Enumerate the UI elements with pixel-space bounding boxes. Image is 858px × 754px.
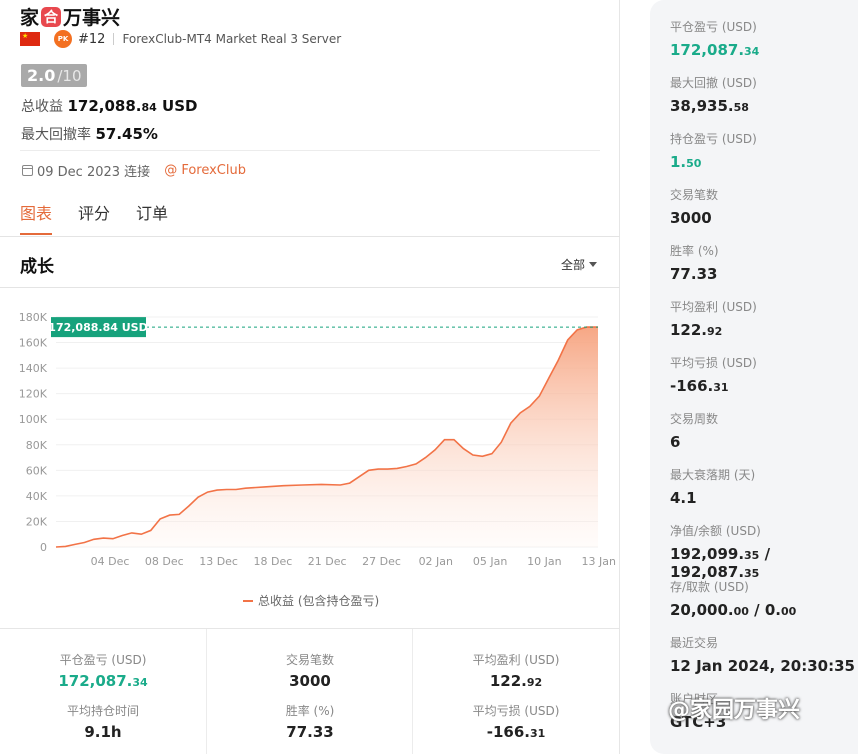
stat-closed-pnl: 平仓盈亏 (USD) 172,087.34	[58, 653, 148, 690]
x-tick-label: 18 Dec	[254, 555, 293, 568]
y-tick-label: 100K	[19, 413, 48, 426]
china-flag-icon	[20, 32, 40, 46]
series-line	[55, 326, 598, 548]
last-value-badge	[51, 317, 146, 338]
calendar-icon	[22, 165, 33, 176]
total-profit-label: 总收益	[21, 99, 63, 115]
x-tick-label: 10 Jan	[527, 555, 561, 568]
sidebar-max-drawdown: 最大回撤 (USD) 38,935.58	[670, 76, 757, 115]
x-tick-label: 13 Dec	[199, 555, 238, 568]
connect-info: 09 Dec 2023 连接 @ ForexClub	[22, 161, 246, 180]
stat-avg-hold-time: 平均持仓时间 9.1h	[66, 704, 139, 741]
server-name: ForexClub-MT4 Market Real 3 Server	[122, 32, 342, 46]
legend-swatch	[243, 599, 253, 602]
bottom-stats: 平仓盈亏 (USD) 172,087.34 平均持仓时间 9.1h 交易笔数 3…	[0, 628, 620, 754]
account-meta: PK #12 ForexClub-MT4 Market Real 3 Serve…	[20, 30, 341, 48]
last-value-label: 172,088.84 USD	[48, 321, 147, 334]
y-tick-label: 140K	[19, 362, 48, 375]
y-tick-label: 60K	[26, 464, 48, 477]
stats-sidebar: 平仓盈亏 (USD) 172,087.34 最大回撤 (USD) 38,935.…	[650, 0, 858, 754]
sidebar-trading-weeks: 交易周数 6	[670, 412, 719, 451]
sidebar-max-decline-period: 最大衰落期 (天) 4.1	[670, 468, 756, 507]
x-tick-label: 27 Dec	[362, 555, 401, 568]
max-drawdown-label: 最大回撤率	[21, 127, 91, 143]
title-prefix: 家	[20, 7, 40, 29]
tab-chart[interactable]: 图表	[20, 200, 53, 235]
tab-bar: 图表 评分 订单	[20, 200, 194, 235]
y-tick-label: 20K	[26, 515, 48, 528]
sidebar-equity-balance: 净值/余额 (USD) 192,099.35 / 192,087.35	[670, 524, 771, 581]
y-tick-label: 160K	[19, 337, 48, 350]
sidebar-closed-pnl: 平仓盈亏 (USD) 172,087.34	[670, 20, 760, 59]
chart-legend[interactable]: 总收益 (包含持仓盈亏)	[243, 592, 379, 609]
watermark: @家园万事兴	[668, 698, 801, 723]
score-badge: 2.0 /10	[21, 64, 88, 87]
title-suffix: 万事兴	[63, 7, 121, 29]
legend-label: 总收益 (包含持仓盈亏)	[258, 594, 380, 608]
x-tick-label: 08 Dec	[145, 555, 184, 568]
account-title: 家 合 万事兴	[20, 3, 120, 30]
sidebar-last-trade: 最近交易 12 Jan 2024, 20:30:35	[670, 636, 855, 675]
chart-divider	[0, 287, 620, 288]
tabs-divider	[0, 236, 620, 237]
rank-label: #12	[78, 31, 106, 47]
connect-date: 09 Dec 2023 连接	[37, 165, 151, 180]
sidebar-open-pnl: 持仓盈亏 (USD) 1.50	[670, 132, 757, 171]
area-fill	[56, 327, 598, 547]
y-tick-label: 180K	[19, 311, 48, 324]
x-tick-label: 02 Jan	[419, 555, 453, 568]
growth-chart[interactable]: 0 20K 40K 60K 80K 100K 120K 140K 160K 180K 04 Dec 0…	[0, 300, 620, 575]
stat-win-rate: 胜率 (%) 77.33	[285, 704, 335, 741]
sidebar-trades: 交易笔数 3000	[670, 188, 719, 227]
y-tick-label: 40K	[26, 490, 48, 503]
max-drawdown-value: 57.45%	[95, 125, 158, 143]
x-tick-label: 13 Jan	[581, 555, 615, 568]
pk-badge-icon[interactable]: PK	[54, 30, 72, 48]
broker-link[interactable]: @ ForexClub	[164, 163, 246, 178]
main-panel: 家 合 万事兴 PK #12 ForexClub-MT4 Market Real…	[0, 0, 620, 754]
stat-avg-profit: 平均盈利 (USD) 122.92	[472, 653, 560, 690]
sidebar-timezone: 账户时区 GTC+3	[670, 692, 727, 731]
tab-orders[interactable]: 订单	[136, 204, 169, 223]
stat-trades: 交易笔数 3000	[285, 653, 334, 690]
meta-divider	[113, 33, 115, 45]
score-value: 2.0	[27, 66, 56, 85]
growth-title: 成长	[20, 257, 54, 277]
x-tick-label: 21 Dec	[308, 555, 347, 568]
range-dropdown[interactable]: 全部	[561, 256, 598, 273]
stats-column: 平仓盈亏 (USD) 172,087.34 平均持仓时间 9.1h	[0, 629, 206, 754]
sidebar-avg-profit: 平均盈利 (USD) 122.92	[670, 300, 757, 339]
sidebar-deposit-withdraw: 存/取款 (USD) 20,000.00 / 0.00	[670, 580, 797, 619]
y-tick-label: 0	[40, 541, 47, 554]
y-tick-label: 120K	[19, 388, 48, 401]
sidebar-win-rate: 胜率 (%) 77.33	[670, 244, 719, 283]
stat-avg-loss: 平均亏损 (USD) -166.31	[472, 704, 560, 741]
x-tick-label: 04 Dec	[91, 555, 130, 568]
total-profit-value: 172,088.84 USD	[67, 97, 198, 115]
range-value: 全部	[561, 258, 586, 272]
stats-column: 平均盈利 (USD) 122.92 平均亏损 (USD) -166.31	[412, 629, 618, 754]
caret-down-icon	[589, 262, 598, 267]
x-tick-label: 05 Jan	[473, 555, 507, 568]
stats-column: 交易笔数 3000 胜率 (%) 77.33	[206, 629, 412, 754]
score-outof: /10	[57, 66, 82, 85]
title-badge-icon: 合	[41, 6, 62, 27]
y-tick-label: 80K	[26, 439, 48, 452]
sidebar-avg-loss: 平均亏损 (USD) -166.31	[670, 356, 757, 395]
tab-rating[interactable]: 评分	[78, 204, 111, 223]
total-profit: 总收益 172,088.84 USD	[21, 96, 197, 116]
header-divider	[20, 150, 600, 151]
max-drawdown: 最大回撤率 57.45%	[21, 124, 158, 144]
